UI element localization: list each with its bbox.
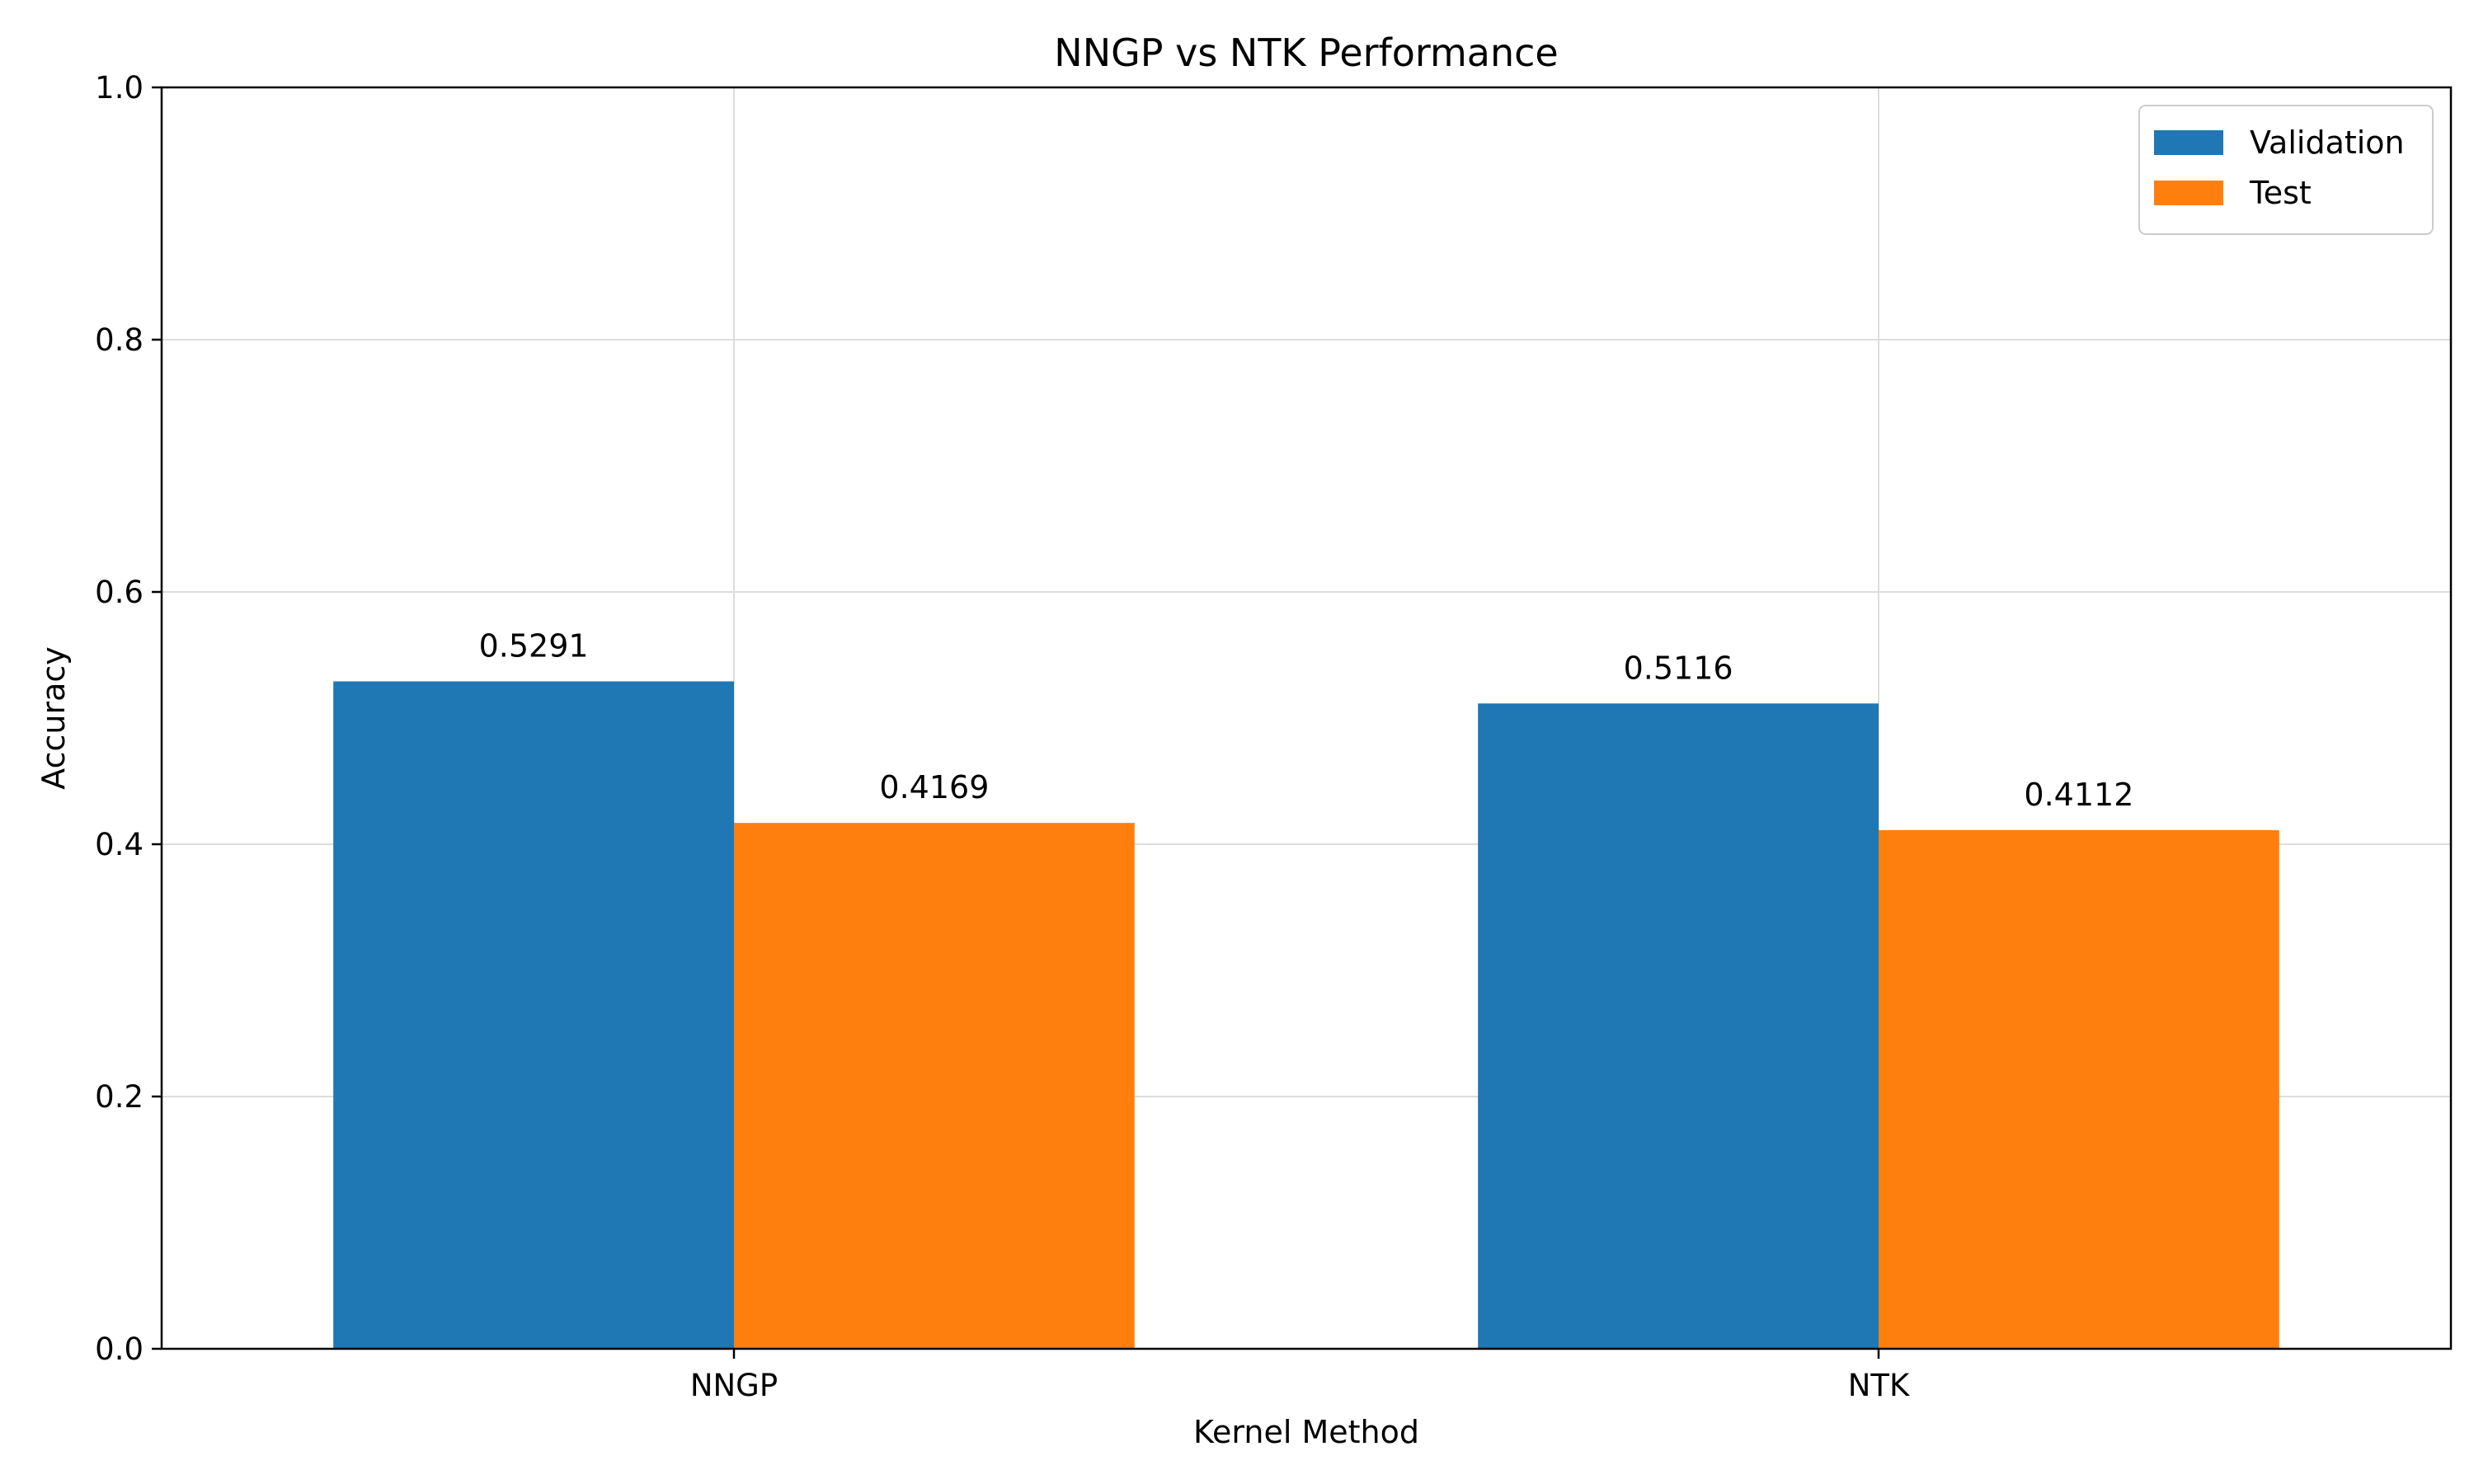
bars xyxy=(333,681,2279,1349)
y-tick-label: 0.8 xyxy=(95,322,143,358)
chart-title: NNGP vs NTK Performance xyxy=(1054,31,1558,75)
legend-label: Validation xyxy=(2250,124,2405,161)
bar-validation-ntk xyxy=(1478,703,1879,1349)
bar-test-ntk xyxy=(1879,829,2279,1349)
bar-value-labels: 0.5291 0.5116 0.4169 0.4112 xyxy=(479,627,2134,812)
x-axis-label: Kernel Method xyxy=(1193,1414,1419,1450)
legend-swatch xyxy=(2154,181,2223,205)
bar-value-label: 0.5291 xyxy=(479,627,589,664)
x-tick-label: NTK xyxy=(1848,1368,1911,1403)
y-tick-label: 0.2 xyxy=(95,1079,143,1115)
y-tick-label: 0.4 xyxy=(95,827,143,862)
bar-value-label: 0.5116 xyxy=(1624,650,1733,686)
bar-test-nngp xyxy=(734,823,1135,1349)
bar-validation-nngp xyxy=(333,681,734,1349)
y-axis-label: Accuracy xyxy=(35,646,72,790)
plot-area-frame xyxy=(160,86,2453,1350)
y-tick-label: 0.6 xyxy=(95,575,143,610)
legend-label: Test xyxy=(2249,175,2312,211)
legend: Validation Test xyxy=(2138,105,2434,235)
x-axis-ticks: NNGP NTK xyxy=(690,1349,1911,1403)
x-tick-label: NNGP xyxy=(690,1368,778,1403)
y-axis-ticks: 0.0 0.2 0.4 0.6 0.8 1.0 xyxy=(95,70,162,1367)
y-tick-label: 1.0 xyxy=(95,70,143,106)
legend-swatch xyxy=(2154,130,2223,155)
bar-value-label: 0.4112 xyxy=(2024,777,2133,813)
y-tick-label: 0.0 xyxy=(95,1331,143,1367)
bar-value-label: 0.4169 xyxy=(879,769,989,805)
